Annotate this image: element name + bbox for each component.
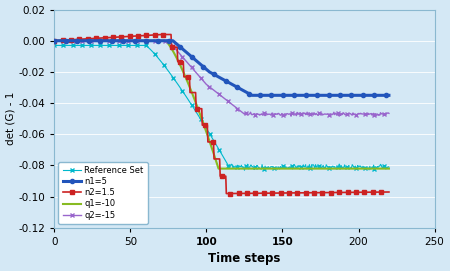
n1=5 <box>52 39 57 42</box>
n1=5 <box>363 94 369 97</box>
n1=5 <box>386 94 391 97</box>
n2=1.5 <box>224 192 229 195</box>
q1=-10 <box>54 39 60 42</box>
Reference Set <box>242 169 247 172</box>
Reference Set <box>101 44 106 47</box>
n1=5 <box>168 39 173 42</box>
n2=1.5 <box>386 190 391 193</box>
n1=5 <box>170 39 176 42</box>
Line: n1=5: n1=5 <box>52 39 391 97</box>
n2=1.5 <box>158 33 164 36</box>
q2=-15 <box>288 115 294 118</box>
n2=1.5 <box>250 192 255 195</box>
Reference Set <box>386 166 391 169</box>
n1=5 <box>249 94 255 97</box>
q2=-15 <box>170 44 175 47</box>
X-axis label: Time steps: Time steps <box>208 253 281 265</box>
q1=-10 <box>297 167 302 170</box>
n2=1.5 <box>305 191 310 194</box>
Line: Reference Set: Reference Set <box>53 44 391 172</box>
q1=-10 <box>323 167 328 170</box>
Line: q2=-15: q2=-15 <box>53 39 391 118</box>
n1=5 <box>346 94 351 97</box>
Reference Set <box>167 72 173 75</box>
Y-axis label: det (G) - 1: det (G) - 1 <box>5 92 16 146</box>
n1=5 <box>100 39 106 42</box>
n2=1.5 <box>138 34 143 37</box>
q1=-10 <box>286 167 292 170</box>
q1=-10 <box>252 167 257 170</box>
q2=-15 <box>167 41 173 44</box>
Reference Set <box>363 165 369 169</box>
Reference Set <box>85 44 90 47</box>
q2=-15 <box>363 113 369 117</box>
Reference Set <box>52 44 57 47</box>
q1=-10 <box>386 167 391 170</box>
Reference Set <box>170 75 175 78</box>
q1=-10 <box>216 167 221 170</box>
q2=-15 <box>52 39 57 42</box>
Legend: Reference Set, n1=5, n2=1.5, q1=-10, q2=-15: Reference Set, n1=5, n2=1.5, q1=-10, q2=… <box>58 162 148 224</box>
q2=-15 <box>346 113 351 116</box>
n2=1.5 <box>52 39 57 42</box>
q1=-10 <box>151 39 157 42</box>
n1=5 <box>85 39 90 42</box>
n2=1.5 <box>276 191 282 195</box>
q2=-15 <box>100 39 106 42</box>
Line: n2=1.5: n2=1.5 <box>52 32 392 196</box>
n2=1.5 <box>111 36 116 39</box>
q2=-15 <box>386 112 391 115</box>
q2=-15 <box>85 39 90 42</box>
n2=1.5 <box>203 124 209 127</box>
Line: q1=-10: q1=-10 <box>54 41 389 169</box>
Reference Set <box>346 164 351 167</box>
q1=-10 <box>52 39 57 42</box>
